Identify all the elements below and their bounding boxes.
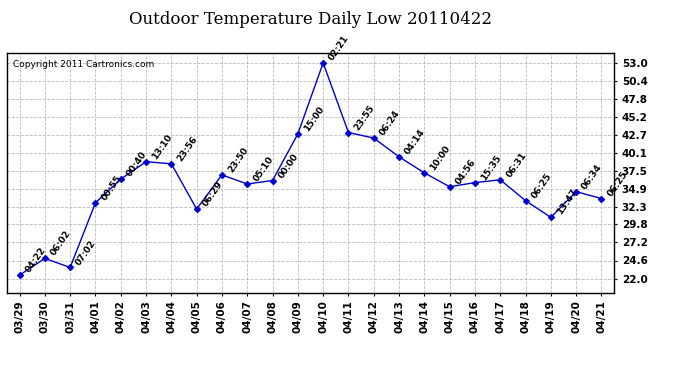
Text: 06:34: 06:34 xyxy=(580,162,604,191)
Text: 06:02: 06:02 xyxy=(49,229,72,258)
Text: 04:22: 04:22 xyxy=(23,246,48,274)
Text: 06:24: 06:24 xyxy=(378,109,402,137)
Text: 23:55: 23:55 xyxy=(353,103,377,132)
Text: Outdoor Temperature Daily Low 20110422: Outdoor Temperature Daily Low 20110422 xyxy=(129,11,492,28)
Text: 00:00: 00:00 xyxy=(277,152,300,180)
Text: 04:56: 04:56 xyxy=(454,158,477,186)
Text: 04:14: 04:14 xyxy=(403,128,427,156)
Text: 06:25: 06:25 xyxy=(530,171,553,200)
Text: 02:21: 02:21 xyxy=(327,34,351,62)
Text: 00:55: 00:55 xyxy=(99,174,124,202)
Text: Copyright 2011 Cartronics.com: Copyright 2011 Cartronics.com xyxy=(13,60,155,69)
Text: 05:10: 05:10 xyxy=(251,155,275,183)
Text: 07:02: 07:02 xyxy=(75,238,98,267)
Text: 15:35: 15:35 xyxy=(479,153,503,182)
Text: 06:31: 06:31 xyxy=(504,150,528,179)
Text: 00:40: 00:40 xyxy=(125,150,148,178)
Text: 06:29: 06:29 xyxy=(201,180,225,208)
Text: 23:56: 23:56 xyxy=(175,134,199,163)
Text: 23:50: 23:50 xyxy=(226,146,250,174)
Text: 10:00: 10:00 xyxy=(428,144,452,172)
Text: 06:25: 06:25 xyxy=(606,169,629,198)
Text: 13:47: 13:47 xyxy=(555,188,579,217)
Text: 15:00: 15:00 xyxy=(302,105,326,133)
Text: 13:10: 13:10 xyxy=(150,132,174,161)
